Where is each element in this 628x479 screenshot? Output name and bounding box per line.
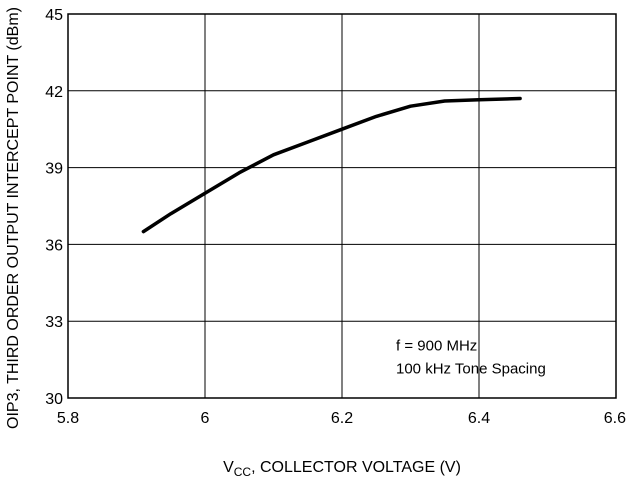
x-tick-label: 6.6	[604, 410, 626, 427]
grid-lines	[68, 14, 616, 398]
x-axis-label: VCC, COLLECTOR VOLTAGE (V)	[223, 459, 461, 479]
x-tick-label: 6.4	[468, 410, 490, 427]
y-tick-label: 33	[45, 314, 63, 331]
y-axis-label: OIP3, THIRD ORDER OUTPUT INTERCEPT POINT…	[5, 7, 22, 429]
x-axis-label-sub: CC	[234, 465, 252, 479]
y-tick-labels: 30 33 36 39 42 45	[45, 7, 63, 408]
x-axis-label-rest: , COLLECTOR VOLTAGE (V)	[251, 459, 461, 476]
x-tick-label: 6.2	[331, 410, 353, 427]
x-tick-label: 5.8	[57, 410, 79, 427]
y-tick-label: 45	[45, 7, 63, 24]
x-axis-label-main: V	[223, 459, 234, 476]
y-tick-label: 39	[45, 161, 63, 178]
oip3-line	[141, 96, 522, 234]
y-tick-label: 36	[45, 237, 63, 254]
plot-frame	[67, 13, 617, 399]
annotation-frequency: f = 900 MHz	[396, 338, 477, 355]
x-tick-label: 6	[201, 410, 210, 427]
annotation-tone-spacing: 100 kHz Tone Spacing	[396, 361, 546, 378]
y-tick-label: 30	[45, 391, 63, 408]
y-tick-label: 42	[45, 84, 63, 101]
x-tick-labels: 5.8 6 6.2 6.4 6.6	[57, 410, 626, 427]
series-layer	[141, 96, 522, 234]
